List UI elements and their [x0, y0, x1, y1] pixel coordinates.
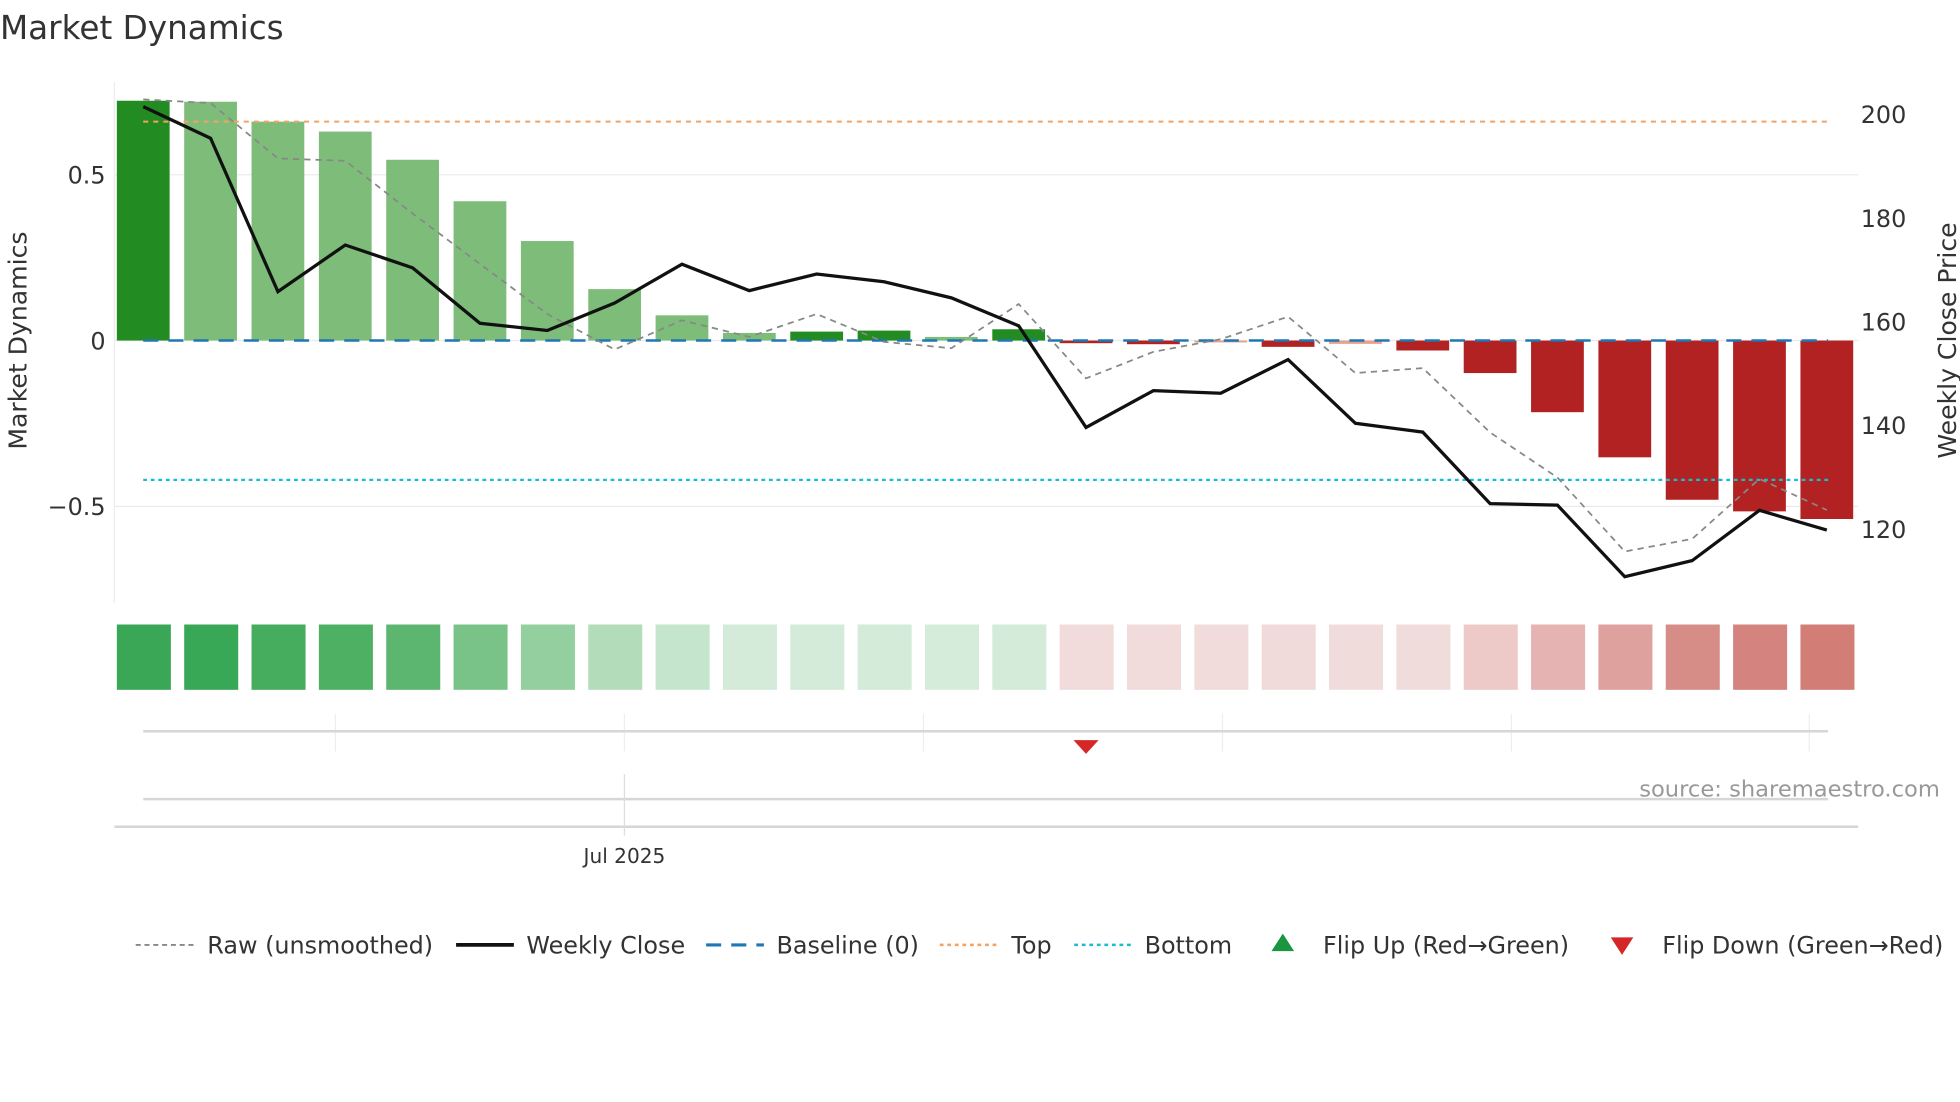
dynamics-bar: [1194, 340, 1248, 343]
dynamics-bar: [1059, 340, 1113, 344]
dynamics-bar: [1800, 340, 1854, 520]
y-tick-label: 0.5: [68, 162, 106, 190]
heat-cell: [1800, 624, 1855, 690]
heat-cell: [1463, 624, 1518, 690]
heat-cell: [184, 624, 239, 690]
heat-cell: [251, 624, 306, 690]
legend-label: Top: [1010, 932, 1051, 960]
dynamics-bar: [790, 331, 844, 341]
heat-cell: [453, 624, 508, 690]
dynamics-bar: [1733, 340, 1786, 512]
heat-cell: [1396, 624, 1451, 690]
dynamics-bar: [924, 336, 978, 341]
chart-title: Market Dynamics: [0, 9, 284, 47]
heat-cell: [1665, 624, 1720, 690]
legend-label: Weekly Close: [526, 932, 685, 960]
heat-cell: [1329, 624, 1384, 690]
heat-cell: [1261, 624, 1316, 690]
y-tick-label: 0: [90, 327, 105, 355]
dynamics-bar: [453, 201, 507, 341]
heat-cell: [1531, 624, 1586, 690]
heat-cell: [790, 624, 845, 690]
heat-cell: [655, 624, 710, 690]
dynamics-bar: [857, 330, 911, 341]
dynamics-bar: [588, 289, 642, 341]
dynamics-bar: [520, 241, 574, 341]
heat-cell: [1194, 624, 1249, 690]
dynamics-bar: [992, 329, 1046, 341]
heat-cell: [1127, 624, 1182, 690]
raw-line: [143, 98, 1828, 553]
heat-cell: [722, 624, 777, 690]
legend-label: Bottom: [1145, 932, 1233, 960]
dynamics-bar: [318, 131, 372, 341]
flip-down-legend-icon: [1610, 937, 1634, 955]
y-tick-label: −0.5: [48, 493, 106, 521]
dynamics-bar: [1329, 340, 1382, 344]
legend-label: Raw (unsmoothed): [207, 932, 433, 960]
flip-down-marker: [1073, 740, 1099, 754]
dynamics-bar: [1598, 340, 1652, 458]
dynamics-bar: [1463, 340, 1517, 374]
heat-cell: [857, 624, 912, 690]
legend-label: Flip Up (Red→Green): [1323, 932, 1569, 960]
heat-cell: [386, 624, 441, 690]
legend-label: Flip Down (Green→Red): [1662, 932, 1943, 960]
dynamics-bar: [1127, 340, 1180, 345]
dynamics-bar: [1261, 340, 1315, 347]
dynamics-bar: [251, 121, 305, 341]
y2-axis-label: Weekly Close Price: [1933, 222, 1960, 458]
heat-cell: [588, 624, 643, 690]
weekly-close-line: [142, 105, 1828, 579]
y2-tick-label: 180: [1861, 205, 1907, 233]
y-axis-label: Market Dynamics: [3, 231, 32, 449]
y2-tick-label: 160: [1861, 309, 1907, 337]
dynamics-bar: [116, 100, 170, 341]
y2-tick-label: 140: [1861, 412, 1907, 440]
heat-cell: [318, 624, 373, 690]
heat-cell: [1059, 624, 1114, 690]
dynamics-bar: [1396, 340, 1450, 351]
heat-cell: [116, 624, 171, 690]
heat-cell: [1598, 624, 1653, 690]
flip-up-legend-icon: [1271, 933, 1295, 952]
dynamics-bar: [386, 159, 439, 341]
heat-cell: [1733, 624, 1788, 690]
dynamics-bar: [1531, 340, 1584, 413]
legend-label: Baseline (0): [776, 932, 919, 960]
x-tick-label: Jul 2025: [582, 844, 666, 868]
heat-cell: [520, 624, 575, 690]
heat-cell: [924, 624, 979, 690]
heat-cell: [992, 624, 1047, 690]
y2-tick-label: 200: [1861, 101, 1907, 129]
source-label: source: sharemaestro.com: [1639, 777, 1940, 803]
dynamics-bar: [1665, 340, 1719, 500]
y2-tick-label: 120: [1861, 516, 1907, 544]
